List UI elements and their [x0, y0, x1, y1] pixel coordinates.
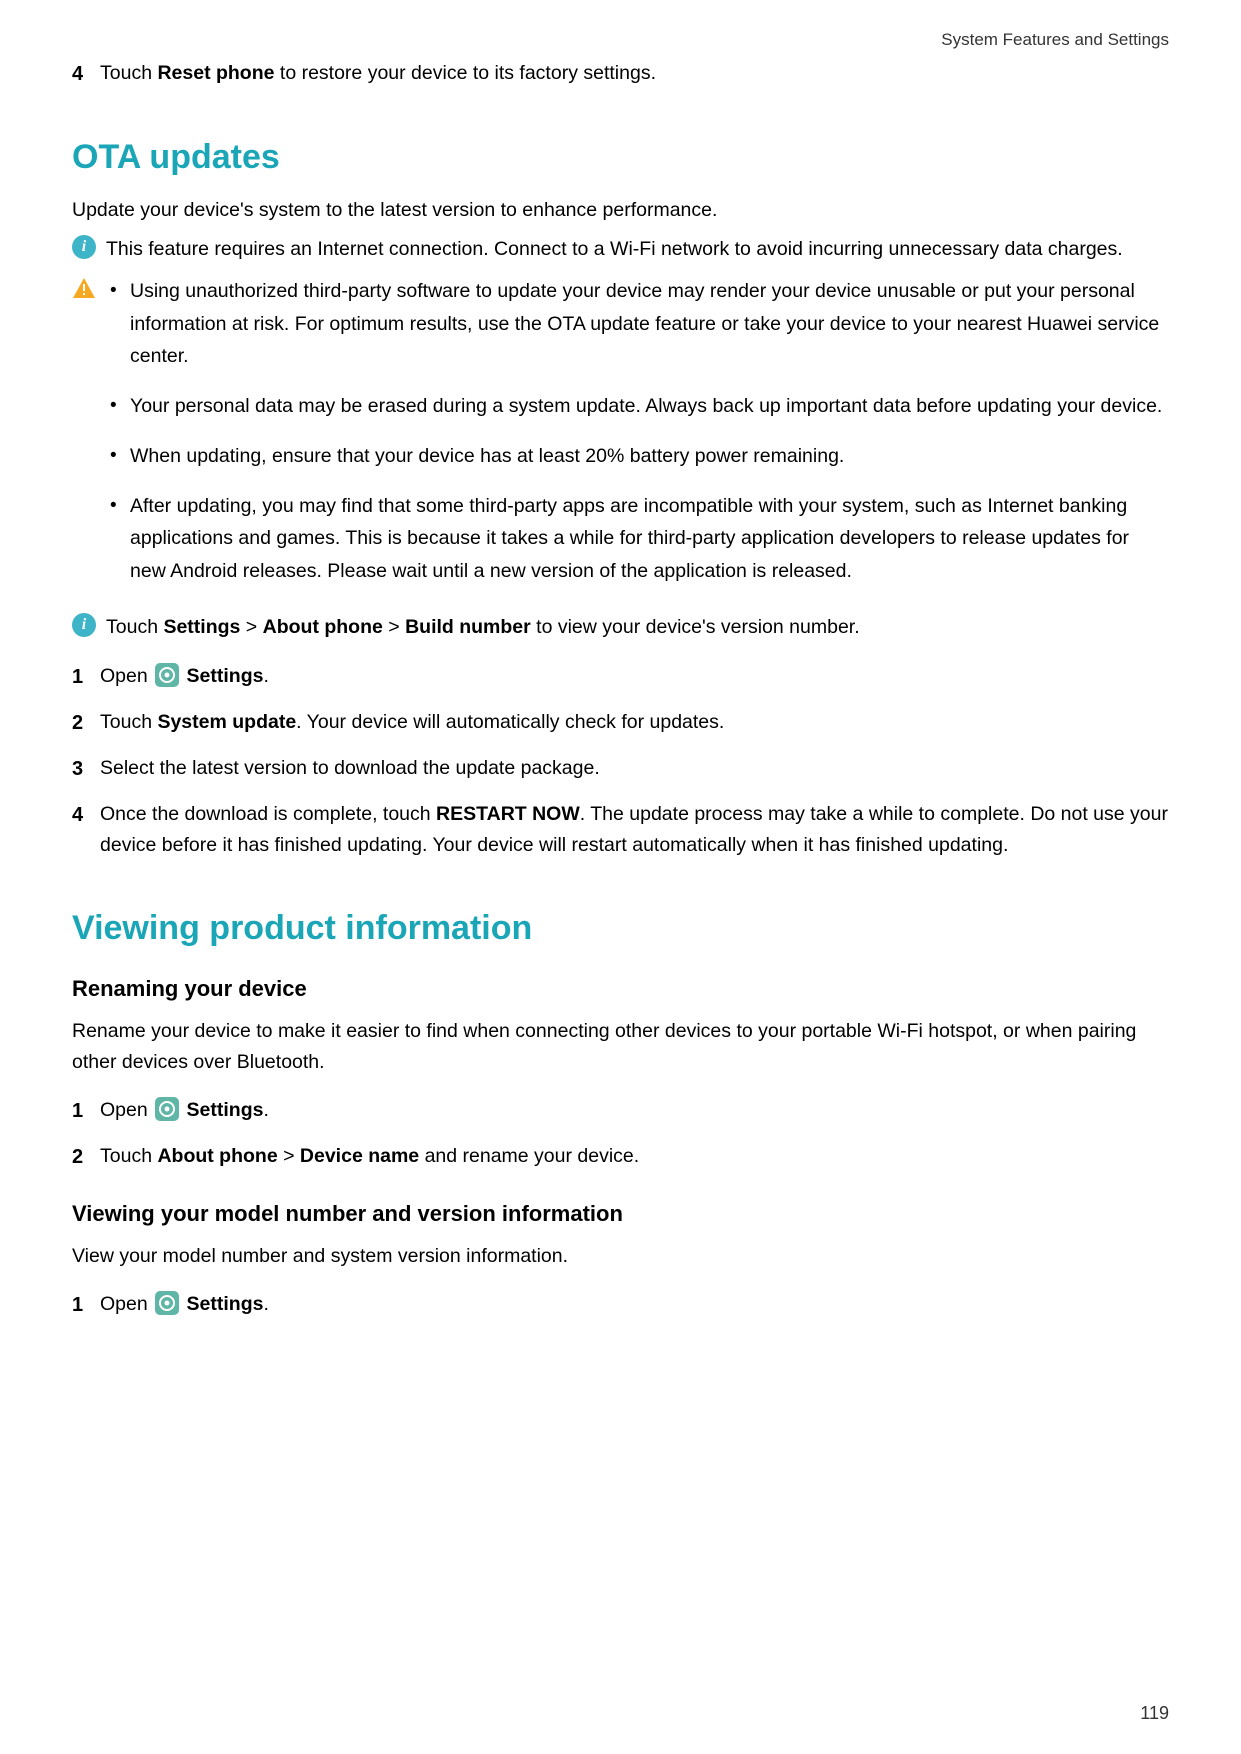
- bold-text: Reset phone: [157, 62, 274, 84]
- heading-viewing-product-information: Viewing product information: [72, 909, 1169, 948]
- model-steps: 1 Open Settings.: [72, 1289, 1169, 1321]
- warning-item: When updating, ensure that your device h…: [106, 440, 1169, 472]
- warning-block: Using unauthorized third-party software …: [72, 275, 1169, 604]
- bold-text: About phone: [157, 1145, 277, 1167]
- text: .: [263, 1099, 268, 1121]
- step-number: 4: [72, 799, 100, 831]
- step-text: Open Settings.: [100, 661, 1169, 692]
- step-number: 4: [72, 58, 100, 90]
- text: Touch: [100, 62, 157, 84]
- info-note-1: i This feature requires an Internet conn…: [72, 233, 1169, 265]
- warning-item: Using unauthorized third-party software …: [106, 275, 1169, 372]
- model-step-1: 1 Open Settings.: [72, 1289, 1169, 1321]
- ota-intro: Update your device's system to the lates…: [72, 195, 1169, 225]
- text: Open: [100, 1293, 153, 1315]
- step-text: Select the latest version to download th…: [100, 753, 1169, 784]
- bold-text: RESTART NOW: [436, 803, 580, 825]
- info-icon: i: [72, 235, 100, 259]
- step-number: 2: [72, 707, 100, 739]
- bold-text: Settings: [187, 1293, 264, 1315]
- text: Touch: [100, 711, 157, 733]
- model-intro: View your model number and system versio…: [72, 1241, 1169, 1271]
- settings-icon: [155, 663, 179, 687]
- info-note-2: i Touch Settings > About phone > Build n…: [72, 611, 1169, 643]
- info-text: Touch Settings > About phone > Build num…: [106, 611, 1169, 643]
- text: to restore your device to its factory se…: [274, 62, 656, 84]
- step-text: Open Settings.: [100, 1289, 1169, 1320]
- step-number: 1: [72, 1289, 100, 1321]
- step-text: Once the download is complete, touch RES…: [100, 799, 1169, 861]
- text: >: [383, 616, 405, 638]
- warning-icon: [72, 277, 100, 304]
- bold-text: Settings: [187, 665, 264, 687]
- header-breadcrumb: System Features and Settings: [72, 30, 1169, 50]
- text: >: [278, 1145, 300, 1167]
- text: >: [240, 616, 262, 638]
- step-number: 1: [72, 661, 100, 693]
- text: Open: [100, 1099, 153, 1121]
- settings-icon: [155, 1097, 179, 1121]
- info-icon: i: [72, 613, 100, 637]
- text: Open: [100, 665, 153, 687]
- rename-steps: 1 Open Settings. 2 Touch About phone > D…: [72, 1095, 1169, 1173]
- step-number: 1: [72, 1095, 100, 1127]
- text: Touch: [100, 1145, 157, 1167]
- ota-step-3: 3 Select the latest version to download …: [72, 753, 1169, 785]
- bold-text: Build number: [405, 616, 531, 638]
- ota-steps: 1 Open Settings. 2 Touch System update. …: [72, 661, 1169, 861]
- warning-item: Your personal data may be erased during …: [106, 390, 1169, 422]
- text: Once the download is complete, touch: [100, 803, 436, 825]
- rename-step-2: 2 Touch About phone > Device name and re…: [72, 1141, 1169, 1173]
- bold-text: Settings: [163, 616, 240, 638]
- step-text: Touch Reset phone to restore your device…: [100, 58, 1169, 89]
- warning-list: Using unauthorized third-party software …: [106, 275, 1169, 586]
- text: .: [263, 665, 268, 687]
- ota-step-4: 4 Once the download is complete, touch R…: [72, 799, 1169, 861]
- info-icon-glyph: i: [72, 235, 96, 259]
- ota-step-2: 2 Touch System update. Your device will …: [72, 707, 1169, 739]
- reset-step-4: 4 Touch Reset phone to restore your devi…: [72, 58, 1169, 90]
- bold-text: Device name: [300, 1145, 419, 1167]
- subheading-renaming-device: Renaming your device: [72, 976, 1169, 1002]
- warning-list-container: Using unauthorized third-party software …: [106, 275, 1169, 604]
- step-number: 3: [72, 753, 100, 785]
- text: Touch: [106, 616, 163, 638]
- text: . Your device will automatically check f…: [296, 711, 724, 733]
- step-text: Open Settings.: [100, 1095, 1169, 1126]
- rename-intro: Rename your device to make it easier to …: [72, 1016, 1169, 1076]
- info-icon-glyph: i: [72, 613, 96, 637]
- heading-ota-updates: OTA updates: [72, 138, 1169, 177]
- ota-step-1: 1 Open Settings.: [72, 661, 1169, 693]
- info-text: This feature requires an Internet connec…: [106, 233, 1169, 265]
- step-number: 2: [72, 1141, 100, 1173]
- rename-step-1: 1 Open Settings.: [72, 1095, 1169, 1127]
- step-text: Touch System update. Your device will au…: [100, 707, 1169, 738]
- text: to view your device's version number.: [531, 616, 860, 638]
- bold-text: About phone: [263, 616, 383, 638]
- settings-icon: [155, 1291, 179, 1315]
- page-number: 119: [1140, 1703, 1169, 1724]
- warning-item: After updating, you may find that some t…: [106, 490, 1169, 587]
- bold-text: Settings: [187, 1099, 264, 1121]
- text: .: [263, 1293, 268, 1315]
- text: and rename your device.: [419, 1145, 639, 1167]
- step-text: Touch About phone > Device name and rena…: [100, 1141, 1169, 1172]
- subheading-model-number: Viewing your model number and version in…: [72, 1201, 1169, 1227]
- bold-text: System update: [157, 711, 296, 733]
